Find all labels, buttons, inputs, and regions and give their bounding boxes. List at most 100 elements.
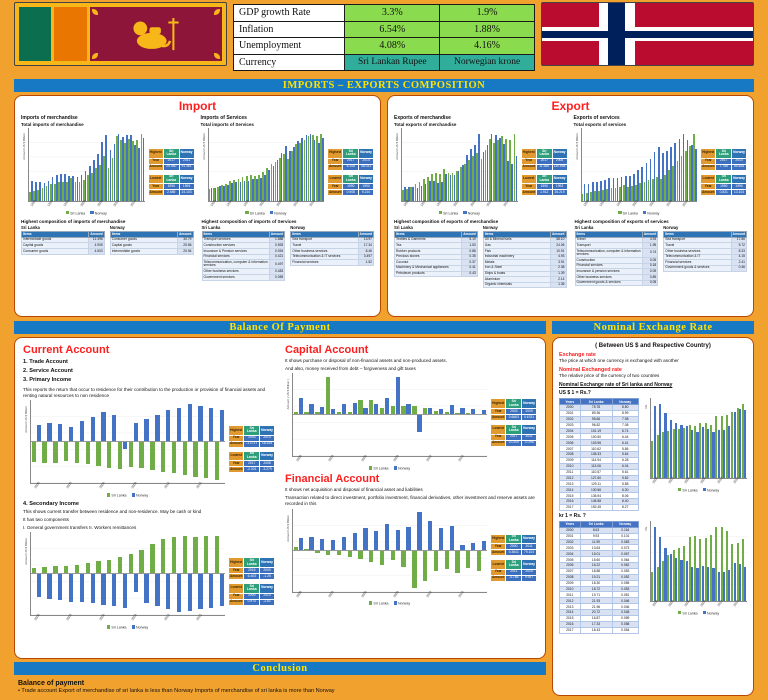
table-row: 2017 18.43 0.054 xyxy=(559,626,640,634)
ner-table-heading: Nominal Exchange rate of Sri lanka and N… xyxy=(559,382,673,388)
stat-value-norway: Norwegian krone xyxy=(439,53,535,71)
exports-services-block: Exports of services Total exports of ser… xyxy=(574,115,748,216)
table-row: Year 2017 2008 xyxy=(520,157,568,165)
exchange-rate-table-usd: Years Sri Lanka Norway 2000 75.78 8.80 2001 89… xyxy=(559,398,640,511)
table-row: Amount 2.685 24.103 xyxy=(147,189,195,197)
comp-row: Precious stones 0.35 xyxy=(393,253,478,261)
sri-lanka-green-stripe xyxy=(19,7,52,61)
comp-row: Financial services 2.41 xyxy=(663,259,748,266)
stats-row: Currency Sri Lankan Rupee Norwegian kron… xyxy=(232,53,535,71)
nominal-exchange-rate-panel: ( Between US $ and Respective Country) E… xyxy=(552,337,754,696)
banner-text: IMPORTS – EXPORTS COMPOSITION xyxy=(282,80,486,91)
comp-row: Machinery & Mechanical appliances 0.41 xyxy=(393,264,478,272)
export-panel: Export Exports of merchandise Total expo… xyxy=(387,95,754,317)
exchange-rate-chart-usd: Rs. 2000 2003 2006 2009 2012 2015 Sri Lanka Norw… xyxy=(643,398,747,493)
bo-leaf-icon xyxy=(214,9,220,15)
comp-row: Financial services 0.18 xyxy=(574,262,659,270)
norway-flag xyxy=(541,2,754,66)
exchange-rate-description: The price at which one currency is excha… xyxy=(559,358,679,363)
table-row: 2013 129.11 5.88 xyxy=(559,480,640,488)
stat-value-sri-lanka: Sri Lankan Rupee xyxy=(344,53,441,71)
lowest-table: Lowest Sri Lanka Norway Year 2011 2015 Amount… xyxy=(489,559,537,582)
stat-label: GDP growth Rate xyxy=(232,4,346,22)
lowest-table: Lowest Sri Lanka Norway Year 1990 1993 Amount… xyxy=(520,173,568,197)
exports-merchandise-composition: Highest composition of exports of mercha… xyxy=(393,219,567,289)
exports-services-composition: Highest composition of exports of servic… xyxy=(574,219,748,288)
comp-row: Iron & Steel 2.38 xyxy=(482,264,567,272)
table-row: Amount 0.3641 79.104 xyxy=(489,549,537,557)
current-account-title: Current Account xyxy=(23,344,110,356)
ner-second-block: Years Sri Lanka Norway 2000 8.63 0.116 2001 9.… xyxy=(559,520,747,634)
import-title: Import xyxy=(178,99,217,113)
highest-table: Highest Sri Lanka Norway Year 2017 2014 Amoun… xyxy=(699,147,747,171)
secondary-income-description: This shows current transfer between resi… xyxy=(23,509,202,515)
imports-merchandise-chart: Amount US $ Billion 1990 1994 1998 2002 2006 2… xyxy=(21,128,145,216)
sri-lanka-flag xyxy=(14,2,227,66)
stat-value-norway: 1.9% xyxy=(439,4,535,22)
lowest-table: Lowest Sri Lanka Norway Year 2017 2008 Amount… xyxy=(227,450,275,474)
highest-lowest-tables: Highest Sri Lanka Norway Year 2017 2014 Amoun… xyxy=(699,128,747,216)
highest-lowest-tables: Highest Sri Lanka Norway Year 2003 2009 Amoun… xyxy=(489,373,537,471)
table-row: 2000 75.78 8.80 xyxy=(559,404,640,411)
comp-row: Telecommunication & IT 4.15 xyxy=(663,253,748,261)
highest-table: Highest Sri Lanka Norway Year 2017 2011 Amoun… xyxy=(147,147,195,171)
lowest-table: Lowest Sri Lanka Norway Year 1990 1990 Amount… xyxy=(326,173,374,197)
exports-merchandise-chart: Amount US $ Billion 1990 1994 1998 2002 2006 2… xyxy=(394,128,518,216)
highest-lowest-tables: Highest Sri Lanka Norway Year 2017 2008 Amoun… xyxy=(520,128,568,216)
comp-row: Government goods & services 0.46 xyxy=(663,264,748,272)
ner-subtitle: ( Between US $ and Respective Country) xyxy=(595,343,711,349)
composition-table-norway: Norway Items Amount Sea transport 13.97 Tra… xyxy=(290,225,375,266)
lowest-table: Lowest Sri Lanka Norway Year 2017 2011 Amount… xyxy=(489,423,537,447)
composition-table-norway: Norway Items Amount Oil & Mineral fuels 58… xyxy=(482,225,567,289)
secondary-income-components: I. General government transfers II. Work… xyxy=(23,524,137,530)
comp-row: Government services 0.059 xyxy=(201,274,286,281)
imports-services-block: Imports of Services Total imports of Ser… xyxy=(201,115,375,216)
table-row: Amount 7.756 50.628 xyxy=(699,163,747,171)
banner-text: Nominal Exchange Rate xyxy=(593,322,713,333)
table-row: Amount 1.912 26.219 xyxy=(520,189,568,197)
comp-row: Metals 3.91 xyxy=(482,259,567,266)
financial-account-title: Financial Account xyxy=(285,473,380,486)
balance-of-payment-column: Balance Of Payment Current Account 1. Tr… xyxy=(14,318,546,696)
export-title: Export xyxy=(551,99,590,113)
composition-table-sri-lanka: Sri Lanka Items Amount Transport services… xyxy=(201,225,286,281)
conclusion-heading: Balance of payment xyxy=(18,680,85,687)
table-row: 2009 114.94 6.28 xyxy=(559,456,640,464)
table-row: 2012 127.60 5.82 xyxy=(559,474,640,482)
exchange-rate-table-krone: Years Sri Lanka Norway 2000 8.63 0.116 2001 9.… xyxy=(559,520,640,634)
table-row: Amount 5.108 46.031 xyxy=(326,163,374,171)
block-subheading: Total exports of services xyxy=(573,122,627,127)
comp-row: Petroleum products 0.43 xyxy=(393,270,478,278)
ner-banner: Nominal Exchange Rate xyxy=(552,321,754,334)
secondary-income-chart: Amount US $ Billion 2000 2003 2006 2009 2012 2… xyxy=(23,532,225,630)
table-row: 2016 145.58 8.40 xyxy=(559,498,640,505)
table-row: Amount 0.831 13.104 xyxy=(699,189,747,197)
highest-lowest-tables: Highest Sri Lanka Norway Year 2016 2009 Amoun… xyxy=(227,532,275,630)
import-panel: Import Imports of merchandise Total impo… xyxy=(14,95,381,317)
comp-row: Telecommunication, computer & informatio… xyxy=(201,259,286,270)
table-row: 2003 13.63 0.073 xyxy=(559,544,640,552)
ner-first-block: Years Sri Lanka Norway 2000 75.78 8.80 2001 89… xyxy=(559,398,747,511)
table-row: 2004 101.19 6.74 xyxy=(559,427,640,435)
comp-row: Financial services 1.52 xyxy=(290,259,375,266)
table-row: 2010 113.06 6.04 xyxy=(559,462,640,470)
stat-value-norway: 1.88% xyxy=(439,20,535,38)
bop-banner: Balance Of Payment xyxy=(14,321,546,334)
table-row: Amount 0.908 9.210 xyxy=(326,189,374,197)
stat-value-sri-lanka: 4.08% xyxy=(344,37,441,55)
table-row: Amount -2.301 -3.279 xyxy=(227,466,275,474)
capital-account-chart: Amount ( US $ Billion ) 2000 2003 2006 2009 2… xyxy=(285,373,487,471)
comp-row: Telecommunication, computer & informatio… xyxy=(574,247,659,259)
table-row: 2014 130.56 6.30 xyxy=(559,486,640,494)
bo-leaf-icon xyxy=(214,53,220,59)
highest-lowest-tables: Highest Sri Lanka Norway Year 2017 2011 Amoun… xyxy=(147,128,195,216)
highest-table: Highest Sri Lanka Norway Year 2000 2011 Amoun… xyxy=(489,533,537,557)
conclusion-bullet: Trade account Export of merchandise of s… xyxy=(18,688,542,694)
middle-row: Balance Of Payment Current Account 1. Tr… xyxy=(14,318,754,696)
sri-lanka-maroon-field xyxy=(89,7,222,61)
block-heading: Exports of services xyxy=(573,115,620,121)
exports-services-chart: Amount US $ Billion 1990 1994 1998 2002 2006 2… xyxy=(574,128,697,216)
comp-row: Government goods & services 0.05 xyxy=(574,279,659,287)
table-row: Amount 0.974 -2.61 xyxy=(227,598,275,606)
lion-emblem-icon xyxy=(133,17,179,51)
